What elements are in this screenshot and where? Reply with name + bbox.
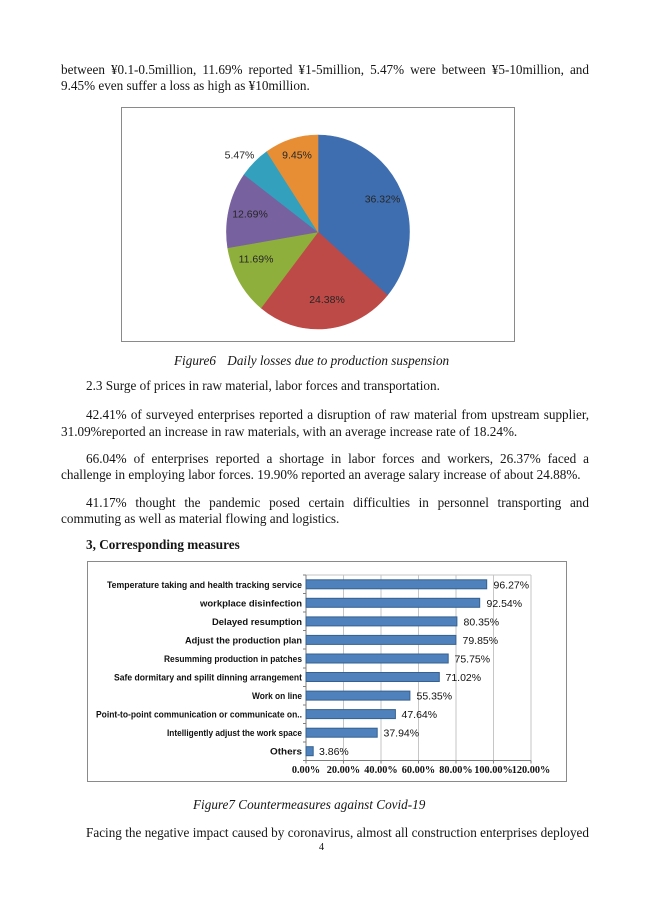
svg-text:24.38%: 24.38% xyxy=(309,294,345,306)
svg-text:37.94%: 37.94% xyxy=(384,728,420,740)
svg-text:100.00%: 100.00% xyxy=(474,765,513,776)
svg-text:5.47%: 5.47% xyxy=(225,150,255,162)
svg-text:Delayed resumption: Delayed resumption xyxy=(212,617,302,628)
svg-text:11.69%: 11.69% xyxy=(239,254,274,266)
svg-text:20.00%: 20.00% xyxy=(327,765,360,776)
svg-text:36.32%: 36.32% xyxy=(365,194,401,206)
svg-text:75.75%: 75.75% xyxy=(455,654,491,666)
svg-text:96.27%: 96.27% xyxy=(494,579,530,591)
svg-text:Temperature taking and health: Temperature taking and health tracking s… xyxy=(107,580,302,591)
svg-text:Work on line: Work on line xyxy=(252,691,302,702)
svg-text:Adjust the production plan: Adjust the production plan xyxy=(185,635,302,646)
svg-text:Safe dormitary and spilit dinn: Safe dormitary and spilit dinning arrang… xyxy=(114,673,303,684)
svg-text:71.02%: 71.02% xyxy=(446,672,482,684)
svg-text:92.54%: 92.54% xyxy=(487,598,523,610)
svg-text:40.00%: 40.00% xyxy=(364,765,397,776)
svg-text:Point-to-point communication o: Point-to-point communication or communic… xyxy=(96,710,302,721)
svg-text:120.00%: 120.00% xyxy=(512,765,551,776)
svg-text:3.86%: 3.86% xyxy=(319,746,349,758)
svg-text:60.00%: 60.00% xyxy=(402,765,435,776)
svg-text:0.00%: 0.00% xyxy=(292,765,320,776)
svg-text:Others: Others xyxy=(270,747,302,758)
svg-text:Intelligently adjust the work: Intelligently adjust the work space xyxy=(167,728,302,739)
svg-text:79.85%: 79.85% xyxy=(463,635,499,647)
svg-text:55.35%: 55.35% xyxy=(417,691,453,703)
svg-text:Resumming production in patche: Resumming production in patches xyxy=(164,654,302,665)
svg-text:9.45%: 9.45% xyxy=(282,150,312,162)
svg-text:12.69%: 12.69% xyxy=(232,209,268,221)
svg-text:80.35%: 80.35% xyxy=(464,616,500,628)
svg-text:workplace disinfection: workplace disinfection xyxy=(199,598,302,609)
svg-text:47.64%: 47.64% xyxy=(402,709,438,721)
svg-text:80.00%: 80.00% xyxy=(439,765,472,776)
